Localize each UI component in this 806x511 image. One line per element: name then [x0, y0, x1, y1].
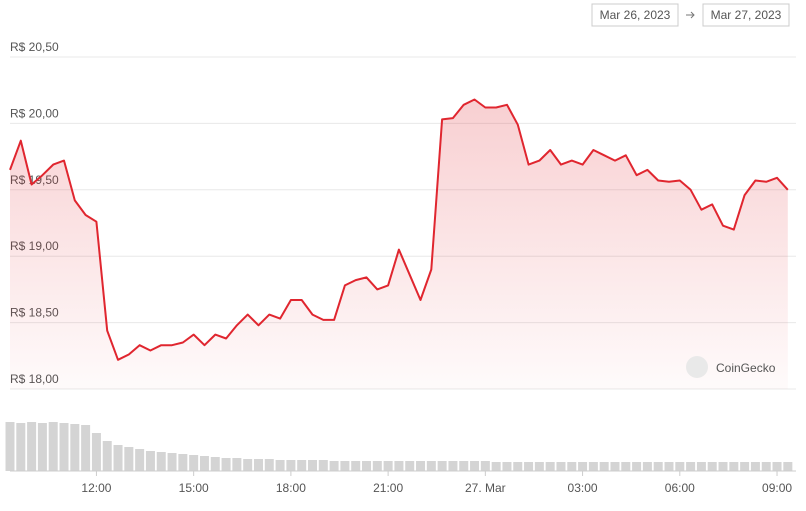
x-tick-label: 06:00 — [665, 481, 695, 495]
volume-bar — [27, 422, 37, 471]
volume-bar — [37, 423, 47, 471]
volume-bar — [156, 452, 166, 471]
volume-bar — [491, 462, 501, 471]
volume-bar — [621, 462, 631, 471]
volume-bar — [221, 458, 231, 471]
volume-bar — [318, 460, 328, 471]
volume-bar — [243, 459, 253, 471]
volume-bar — [588, 462, 598, 471]
volume-bar — [135, 449, 145, 471]
range-from[interactable]: Mar 26, 2023 — [600, 8, 671, 22]
volume-bar — [664, 462, 674, 471]
volume-bar — [362, 461, 372, 471]
volume-bar — [102, 441, 112, 471]
volume-bar — [81, 425, 91, 471]
volume-bar — [783, 462, 793, 471]
volume-bar — [707, 462, 717, 471]
volume-bar — [675, 462, 685, 471]
x-tick-label: 15:00 — [179, 481, 209, 495]
volume-bar — [286, 460, 296, 471]
x-tick-label: 27. Mar — [465, 481, 506, 495]
volume-bar — [232, 458, 242, 471]
volume-bar — [5, 422, 15, 471]
volume-bar — [416, 461, 426, 471]
volume-bar — [210, 457, 220, 471]
volume-bar — [189, 455, 199, 471]
y-tick-label: R$ 20,00 — [10, 106, 59, 120]
x-tick-label: 18:00 — [276, 481, 306, 495]
volume-bar — [729, 462, 739, 471]
price-line — [9, 98, 789, 361]
watermark-icon — [686, 356, 708, 378]
volume-bar — [178, 454, 188, 471]
area-fill — [10, 99, 788, 389]
volume-bar — [307, 460, 317, 471]
volume-bars — [5, 422, 796, 472]
volume-bar — [459, 461, 469, 471]
volume-bar — [567, 462, 577, 471]
volume-bar — [642, 462, 652, 471]
volume-bar — [448, 461, 458, 471]
volume-bar — [16, 423, 26, 471]
y-tick-label: R$ 20,50 — [10, 40, 59, 54]
volume-bar — [772, 462, 782, 471]
volume-bar — [253, 459, 263, 471]
x-tick-label: 03:00 — [568, 481, 598, 495]
volume-bar — [48, 422, 58, 471]
volume-bar — [513, 462, 523, 471]
volume-bar — [653, 462, 663, 471]
range-from-box[interactable] — [591, 3, 679, 27]
volume-bar — [740, 462, 750, 471]
range-arrow — [686, 11, 695, 19]
volume-bar — [696, 462, 706, 471]
volume-bar — [545, 462, 555, 471]
volume-bar — [297, 460, 307, 471]
volume-bar — [340, 461, 350, 471]
volume-bar — [470, 461, 480, 471]
volume-bar — [145, 451, 155, 471]
x-tick-label: 12:00 — [81, 481, 111, 495]
volume-bar — [524, 462, 534, 471]
volume-bar — [599, 462, 609, 471]
plot — [9, 98, 789, 389]
volume-bar — [113, 445, 123, 471]
volume-bar — [718, 462, 728, 471]
volume-bar — [405, 461, 415, 471]
volume-bar — [750, 462, 760, 471]
volume-bar — [534, 462, 544, 471]
volume-bar — [394, 461, 404, 471]
volume-bar — [556, 462, 566, 471]
volume-bar — [70, 424, 80, 471]
volume-bar — [502, 462, 512, 471]
volume-bar — [426, 461, 436, 471]
x-axis: 12:00 15:00 18:00 21:00 27. Mar 03:00 06:00 09:… — [81, 471, 792, 495]
volume-bar — [437, 461, 447, 471]
x-tick-label: 21:00 — [373, 481, 403, 495]
volume-bar — [91, 433, 101, 471]
range-to-box[interactable] — [702, 3, 790, 27]
volume-bar — [578, 462, 588, 471]
volume-bar — [59, 423, 69, 471]
volume-bar — [275, 460, 285, 471]
volume-bar — [610, 462, 620, 471]
x-tick-label: 09:00 — [762, 481, 792, 495]
volume-bar — [686, 462, 696, 471]
volume-bar — [199, 456, 209, 471]
range-to[interactable]: Mar 27, 2023 — [711, 8, 782, 22]
volume-bar — [264, 459, 274, 471]
volume-bar — [372, 461, 382, 471]
volume-bar — [124, 447, 134, 471]
volume-bar — [351, 461, 361, 471]
watermark: CoinGecko — [716, 361, 776, 375]
volume-bar — [329, 461, 339, 471]
volume-bar — [761, 462, 771, 471]
volume-bar — [480, 461, 490, 471]
volume-bar — [632, 462, 642, 471]
volume-bar — [383, 461, 393, 471]
volume-bar — [167, 453, 177, 471]
